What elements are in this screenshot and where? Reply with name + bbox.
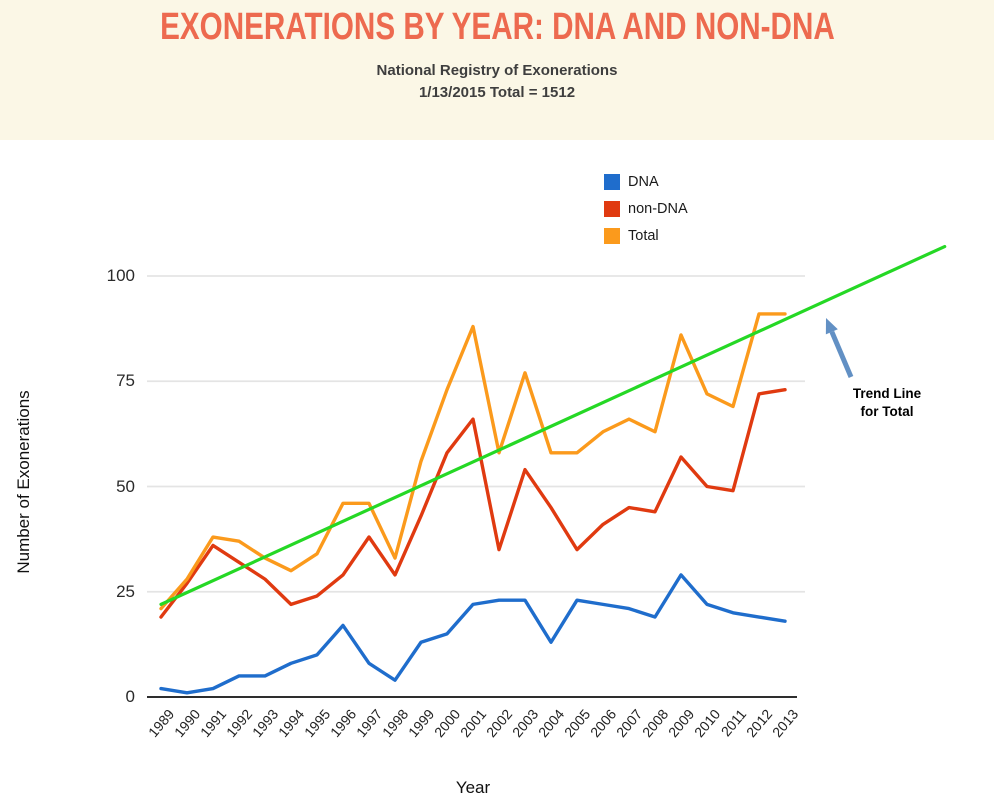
annotation-line2: for Total (860, 404, 914, 419)
dna-line (159, 573, 787, 695)
annotation-arrow-head (825, 318, 838, 335)
chart-subtitle: National Registry of Exonerations 1/13/2… (0, 60, 994, 104)
total-legend-label: Total (628, 227, 659, 244)
y-tick-label-0: 0 (125, 687, 135, 706)
subtitle-source: National Registry of Exonerations (376, 62, 618, 79)
annotation-arrow-shaft (829, 330, 854, 378)
y-axis-title: Number of Exonerations (14, 390, 33, 574)
annotation-line1: Trend Line (852, 386, 922, 401)
header-banner (0, 0, 994, 140)
legend: DNA non-DNA Total (604, 168, 688, 249)
trend-line (159, 244, 947, 606)
non-dna-swatch (604, 200, 620, 217)
dna-legend-label: DNA (628, 173, 659, 190)
legend-item-dna: DNA (604, 168, 688, 195)
dna-swatch (604, 173, 620, 190)
total-swatch (604, 227, 620, 244)
y-tick-label-50: 50 (116, 476, 135, 496)
y-tick-label-100: 100 (106, 266, 135, 285)
y-tick-label-25: 25 (116, 581, 135, 601)
non-dna-legend-label: non-DNA (628, 200, 688, 217)
subtitle-total: 1/13/2015 Total = 1512 (418, 84, 576, 101)
non-dna-line (159, 387, 787, 619)
legend-item-non-dna: non-DNA (604, 195, 688, 222)
page-title-wrap: EXONERATIONS BY YEAR: DNA AND NON-DNA (0, 6, 994, 49)
x-axis-title: Year (455, 778, 491, 797)
y-tick-label-75: 75 (116, 371, 135, 391)
trend-line-annotation: Trend Line for Total (820, 385, 954, 421)
legend-item-total: Total (604, 222, 688, 249)
page-title: EXONERATIONS BY YEAR: DNA AND NON-DNA (159, 6, 835, 48)
